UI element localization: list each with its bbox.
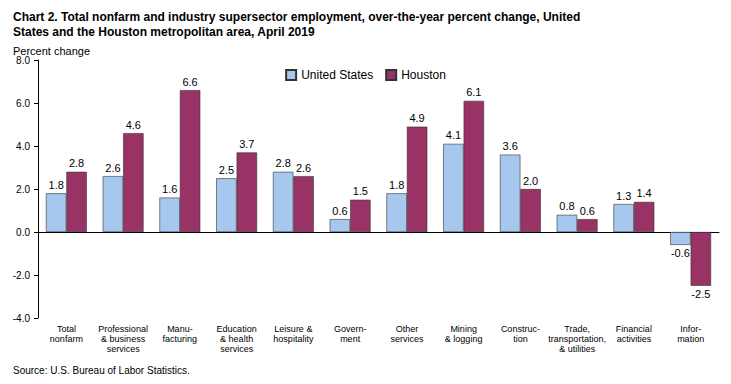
svg-text:United States: United States xyxy=(301,68,373,82)
svg-text:Infor-: Infor- xyxy=(680,324,701,334)
svg-text:Houston: Houston xyxy=(401,68,446,82)
svg-text:1.4: 1.4 xyxy=(636,187,651,199)
svg-text:0.6: 0.6 xyxy=(580,205,595,217)
svg-text:4.0: 4.0 xyxy=(16,141,30,152)
svg-text:3.6: 3.6 xyxy=(503,140,518,152)
svg-text:services: services xyxy=(107,344,141,354)
svg-text:Govern-: Govern- xyxy=(334,324,367,334)
svg-text:0.0: 0.0 xyxy=(16,227,30,238)
svg-text:2.6: 2.6 xyxy=(105,162,120,174)
svg-text:& utilities: & utilities xyxy=(559,344,596,354)
svg-text:Percent change: Percent change xyxy=(13,45,90,57)
svg-text:2.6: 2.6 xyxy=(296,162,311,174)
svg-text:Source: U.S. Bureau of Labor S: Source: U.S. Bureau of Labor Statistics. xyxy=(13,365,190,376)
svg-text:2.0: 2.0 xyxy=(16,184,30,195)
svg-text:1.8: 1.8 xyxy=(49,179,64,191)
svg-text:hospitality: hospitality xyxy=(273,334,314,344)
svg-text:6.1: 6.1 xyxy=(466,86,481,98)
svg-text:activities: activities xyxy=(617,334,652,344)
svg-text:0.6: 0.6 xyxy=(332,205,347,217)
svg-text:ment: ment xyxy=(340,334,361,344)
svg-text:6.6: 6.6 xyxy=(182,76,197,88)
svg-text:4.6: 4.6 xyxy=(126,119,141,131)
svg-text:0.8: 0.8 xyxy=(559,200,574,212)
svg-text:6.0: 6.0 xyxy=(16,98,30,109)
svg-text:-2.5: -2.5 xyxy=(691,288,710,300)
svg-text:Other: Other xyxy=(396,324,419,334)
svg-text:mation: mation xyxy=(677,334,704,344)
svg-text:1.6: 1.6 xyxy=(162,183,177,195)
svg-text:Education: Education xyxy=(217,324,257,334)
svg-text:Total: Total xyxy=(57,324,76,334)
svg-text:2.0: 2.0 xyxy=(523,175,538,187)
svg-text:2.8: 2.8 xyxy=(276,157,291,169)
svg-text:& logging: & logging xyxy=(445,334,483,344)
svg-text:& health: & health xyxy=(220,334,253,344)
svg-text:-0.6: -0.6 xyxy=(671,247,690,259)
svg-text:Trade,: Trade, xyxy=(564,324,590,334)
svg-text:4.1: 4.1 xyxy=(446,129,461,141)
svg-text:nonfarm: nonfarm xyxy=(50,334,83,344)
svg-text:-2.0: -2.0 xyxy=(13,270,31,281)
svg-text:1.5: 1.5 xyxy=(353,185,368,197)
svg-text:1.3: 1.3 xyxy=(616,190,631,202)
svg-text:services: services xyxy=(390,334,424,344)
svg-text:Leisure &: Leisure & xyxy=(274,324,312,334)
svg-text:1.8: 1.8 xyxy=(389,179,404,191)
svg-text:8.0: 8.0 xyxy=(16,54,30,66)
svg-text:Mining: Mining xyxy=(450,324,477,334)
svg-text:Financial: Financial xyxy=(616,324,652,334)
svg-text:& business: & business xyxy=(101,334,146,344)
svg-text:Professional: Professional xyxy=(98,324,148,334)
svg-text:facturing: facturing xyxy=(163,334,198,344)
svg-text:2.5: 2.5 xyxy=(219,164,234,176)
svg-text:2.8: 2.8 xyxy=(69,157,84,169)
svg-text:Chart 2. Total nonfarm and ind: Chart 2. Total nonfarm and industry supe… xyxy=(13,10,584,24)
svg-text:tion: tion xyxy=(513,334,528,344)
svg-text:services: services xyxy=(220,344,254,354)
svg-text:4.9: 4.9 xyxy=(409,112,424,124)
svg-text:Construc-: Construc- xyxy=(501,324,540,334)
svg-text:States and the Houston metropo: States and the Houston metropolitan area… xyxy=(13,25,315,39)
svg-text:-4.0: -4.0 xyxy=(13,313,31,324)
svg-text:transportation,: transportation, xyxy=(548,334,606,344)
svg-text:3.7: 3.7 xyxy=(239,138,254,150)
svg-text:Manu-: Manu- xyxy=(167,324,193,334)
